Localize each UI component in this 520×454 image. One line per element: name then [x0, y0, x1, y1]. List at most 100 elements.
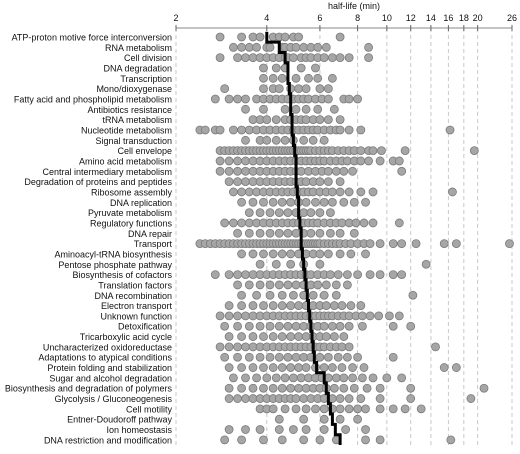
- data-point: [313, 73, 323, 83]
- category-label: Ion homeostasis: [106, 425, 172, 435]
- data-point: [255, 425, 265, 434]
- data-point: [283, 321, 293, 331]
- data-point: [327, 53, 337, 63]
- data-point: [294, 84, 304, 94]
- data-point: [361, 425, 370, 434]
- category-label: Ribosome assembly: [91, 187, 173, 197]
- data-point: [299, 208, 309, 218]
- data-point: [224, 156, 234, 166]
- category-label: Cell division: [124, 53, 172, 63]
- data-point: [375, 239, 385, 249]
- data-point: [244, 42, 254, 52]
- data-point: [362, 383, 372, 393]
- data-point: [406, 383, 416, 393]
- data-point: [259, 383, 268, 393]
- data-point: [308, 290, 318, 300]
- data-point: [294, 332, 304, 341]
- data-point: [306, 208, 316, 218]
- data-point: [319, 425, 329, 434]
- data-point: [375, 383, 385, 393]
- data-point: [229, 373, 238, 383]
- data-point: [321, 332, 331, 341]
- data-point: [224, 270, 234, 279]
- data-point: [323, 115, 333, 125]
- data-point: [337, 363, 347, 372]
- data-point: [335, 53, 345, 63]
- data-point: [277, 301, 287, 310]
- data-point: [315, 249, 325, 259]
- data-point: [388, 270, 398, 279]
- data-point: [224, 394, 234, 403]
- data-point: [364, 53, 373, 63]
- data-point: [244, 218, 254, 228]
- data-point: [368, 218, 378, 228]
- data-point: [368, 187, 378, 197]
- data-point: [406, 321, 416, 331]
- data-point: [277, 197, 287, 207]
- data-point: [339, 332, 349, 341]
- data-point: [286, 383, 296, 393]
- data-point: [294, 383, 304, 393]
- data-point: [397, 239, 407, 249]
- data-point: [451, 363, 461, 372]
- data-point: [323, 177, 333, 187]
- data-point: [356, 301, 366, 310]
- data-point: [268, 73, 278, 83]
- category-label: Transport: [134, 239, 173, 249]
- data-point: [394, 311, 404, 321]
- data-point: [329, 301, 339, 310]
- data-point: [224, 301, 234, 310]
- data-point: [248, 301, 258, 310]
- data-point: [339, 383, 349, 393]
- data-point: [327, 187, 337, 197]
- data-point: [283, 352, 293, 362]
- data-point: [229, 42, 238, 52]
- data-point: [329, 104, 339, 114]
- data-point: [323, 84, 333, 94]
- data-point: [329, 383, 339, 393]
- data-point: [233, 352, 242, 362]
- data-point: [241, 394, 250, 403]
- data-point: [335, 394, 345, 403]
- data-point: [224, 166, 234, 176]
- data-point: [215, 125, 225, 135]
- data-point: [255, 321, 265, 331]
- data-point: [304, 73, 313, 83]
- data-point: [255, 208, 265, 218]
- data-point: [274, 280, 284, 290]
- data-point: [241, 373, 250, 383]
- category-label: Sugar and alcohol degradation: [49, 373, 172, 383]
- category-label: RNA metabolism: [105, 43, 172, 53]
- data-point: [210, 270, 220, 279]
- data-point: [271, 259, 281, 269]
- data-point: [388, 321, 398, 331]
- data-point: [241, 425, 250, 434]
- data-point: [319, 404, 329, 414]
- category-label: Fatty acid and phospholipid metabolism: [14, 94, 172, 104]
- data-point: [268, 197, 278, 207]
- data-point: [301, 404, 311, 414]
- data-point: [259, 104, 268, 114]
- data-point: [299, 42, 309, 52]
- data-point: [353, 414, 363, 424]
- data-point: [262, 135, 272, 145]
- data-point: [259, 63, 268, 73]
- data-point: [274, 228, 284, 238]
- data-point: [374, 311, 384, 321]
- data-point: [244, 352, 254, 362]
- category-label: Pentose phosphate pathway: [58, 260, 172, 270]
- data-point: [299, 435, 309, 445]
- data-point: [265, 290, 275, 300]
- data-point: [364, 42, 373, 52]
- x-tick-label: 18: [459, 13, 469, 23]
- data-point: [319, 414, 329, 424]
- data-point: [220, 218, 230, 228]
- category-label: Translation factors: [98, 280, 172, 290]
- data-point: [233, 156, 242, 166]
- data-points: [195, 32, 514, 445]
- data-point: [237, 187, 246, 197]
- data-point: [375, 394, 385, 403]
- data-point: [280, 104, 290, 114]
- category-label: Entner-Doudoroff pathway: [67, 415, 172, 425]
